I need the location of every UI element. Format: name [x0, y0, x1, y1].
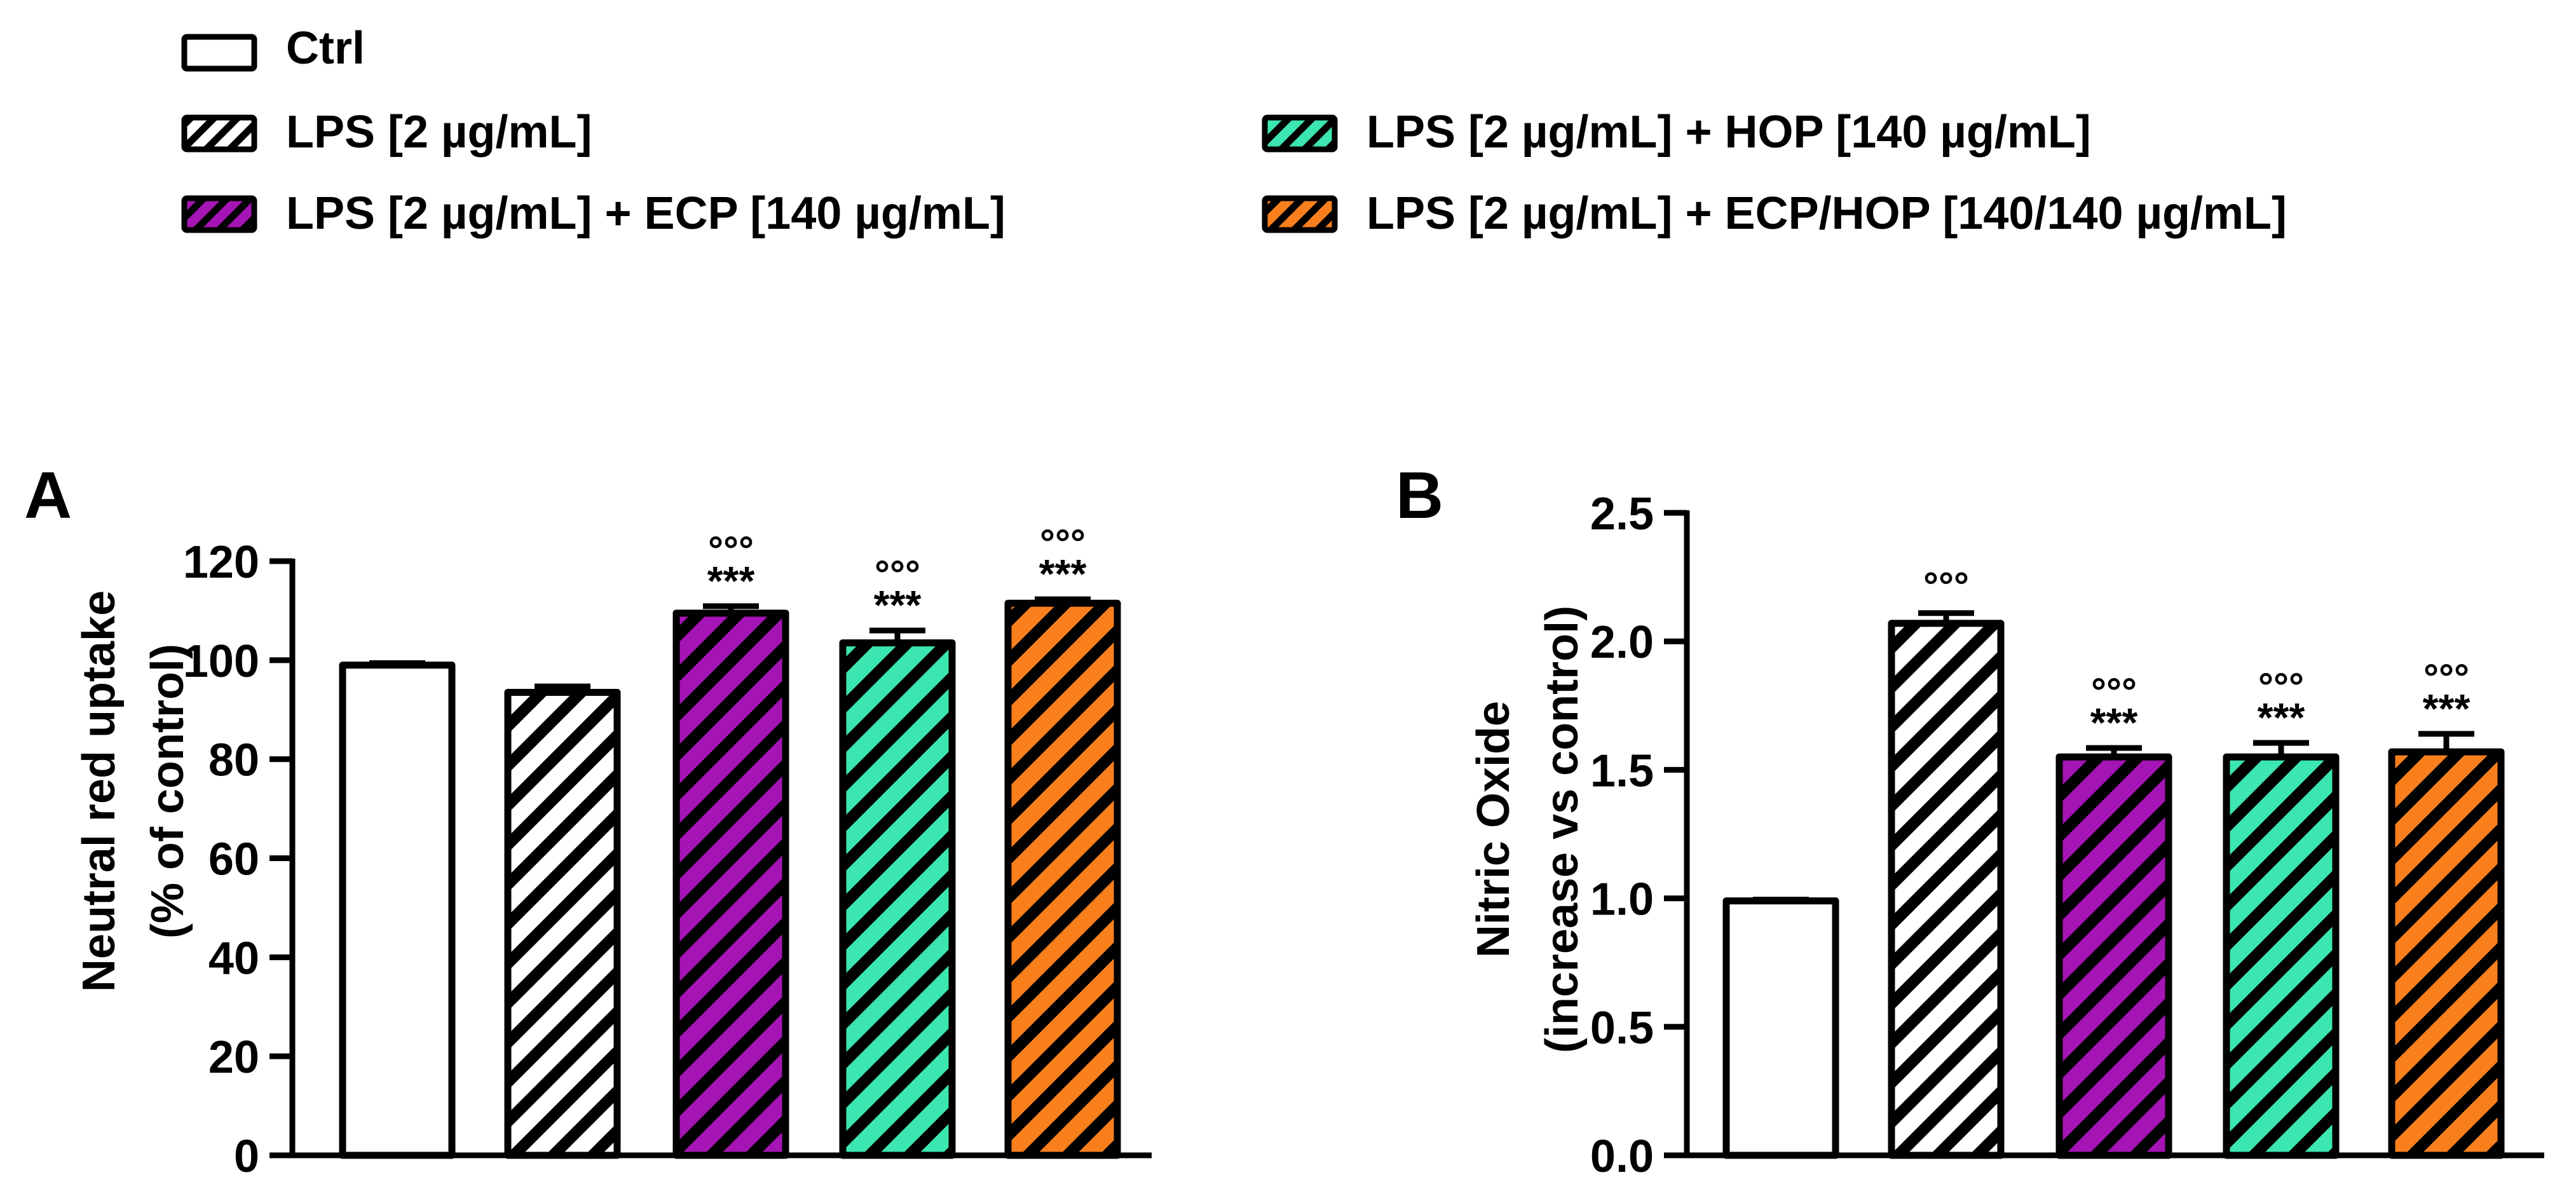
bar-a-4	[839, 639, 956, 1159]
y-axis-label-a-line1: Neutral red uptake	[74, 590, 125, 992]
bar-b-4	[2223, 753, 2340, 1159]
y-tick-label-b: 1.0	[1590, 874, 1654, 925]
sig-circles-a-5: °°°	[1040, 522, 1086, 564]
chart-panel-a: Neutral red uptake (% of control) 0 20 40 6…	[74, 522, 1152, 1182]
y-tick-label-a: 80	[208, 735, 259, 786]
bar-b-5	[2388, 748, 2505, 1159]
sig-asterisks-a-4: ***	[874, 582, 922, 628]
legend-item-lps: LPS [2 µg/mL]	[181, 107, 592, 158]
y-tick-label-a: 60	[208, 834, 259, 885]
bars-b: °°°***°°°***°°° ***°°°	[1722, 565, 2505, 1159]
y-tick-label-a: 120	[183, 537, 259, 588]
legend-label-lps-ecp: LPS [2 µg/mL] + ECP [140 µg/mL]	[286, 188, 1005, 239]
bar-a-5	[1004, 599, 1121, 1159]
legend: Ctrl LPS [2 µg/mL] LPS [2 µg/mL] + HOP […	[181, 23, 2287, 239]
panel-label-b: B	[1396, 459, 1443, 533]
sig-asterisks-a-5: ***	[1039, 551, 1087, 597]
legend-swatch-lps-ecp	[181, 195, 257, 233]
sig-circles-b-4: °°°	[2258, 665, 2304, 708]
y-tick-label-a: 40	[208, 933, 259, 984]
y-axis-label-b: Nitric Oxide (increase vs control)	[1468, 606, 1588, 1053]
legend-label-lps-hop: LPS [2 µg/mL] + HOP [140 µg/mL]	[1366, 107, 2091, 158]
y-tick-label-a: 20	[208, 1032, 259, 1083]
legend-swatch-ctrl	[181, 34, 257, 72]
bar-b-3	[2055, 753, 2172, 1159]
sig-asterisks-b-5: ***	[2423, 686, 2470, 731]
legend-label-lps-ecp-hop: LPS [2 µg/mL] + ECP/HOP [140/140 µg/mL]	[1366, 188, 2287, 239]
sig-circles-a-3: °°°	[708, 529, 754, 571]
sig-circles-b-5: °°°	[2423, 656, 2469, 699]
legend-swatch-lps-ecp-hop	[1262, 195, 1338, 233]
y-tick-label-b: 1.5	[1590, 745, 1654, 796]
legend-swatch-lps	[181, 114, 257, 153]
y-tick-label-b: 2.0	[1590, 617, 1654, 668]
y-tick-label-a: 0	[234, 1131, 259, 1182]
y-tick-label-a: 100	[183, 636, 259, 687]
y-tick-label-b: 2.5	[1590, 489, 1654, 540]
y-tick-label-b: 0.5	[1590, 1003, 1654, 1054]
legend-label-ctrl: Ctrl	[286, 23, 365, 74]
y-axis-label-a: Neutral red uptake (% of control)	[74, 590, 193, 992]
y-tick-label-b: 0.0	[1590, 1131, 1654, 1182]
sig-circles-b-2: °°°	[1923, 565, 1969, 608]
bar-b-1	[1722, 897, 1839, 1159]
legend-label-lps: LPS [2 µg/mL]	[286, 107, 592, 158]
y-axis-label-b-line2: (increase vs control)	[1537, 606, 1588, 1053]
y-axis-ticks-b: 0.0 0.5 1.0 1.5 2.0 2.5	[1590, 489, 1687, 1182]
bar-a-2	[504, 688, 621, 1159]
chart-panel-b: Nitric Oxide (increase vs control) 0.00.…	[1468, 489, 2544, 1182]
sig-asterisks-b-4: ***	[2258, 695, 2305, 740]
sig-circles-b-3: °°°	[2091, 670, 2137, 713]
legend-item-lps-ecp: LPS [2 µg/mL] + ECP [140 µg/mL]	[181, 188, 1005, 239]
legend-item-lps-ecp-hop: LPS [2 µg/mL] + ECP/HOP [140/140 µg/mL]	[1262, 188, 2287, 239]
y-axis-label-b-line1: Nitric Oxide	[1468, 701, 1519, 958]
legend-item-lps-hop: LPS [2 µg/mL] + HOP [140 µg/mL]	[1262, 107, 2091, 158]
bars-a: ***°°°***°°° ***°°°	[339, 522, 1121, 1159]
bar-b-2	[1888, 620, 2005, 1159]
y-axis-label-a-line2: (% of control)	[142, 644, 193, 939]
panel-label-a: A	[24, 459, 72, 533]
y-axis-ticks-a: 0 20 40 60 80 100 120	[183, 537, 292, 1182]
sig-asterisks-b-3: ***	[2090, 700, 2138, 745]
legend-swatch-lps-hop	[1262, 114, 1338, 153]
sig-asterisks-a-3: ***	[707, 558, 755, 604]
sig-circles-a-4: °°°	[875, 553, 920, 595]
bar-a-3	[672, 609, 789, 1159]
legend-item-ctrl: Ctrl	[181, 23, 365, 74]
bar-a-1	[339, 662, 456, 1159]
